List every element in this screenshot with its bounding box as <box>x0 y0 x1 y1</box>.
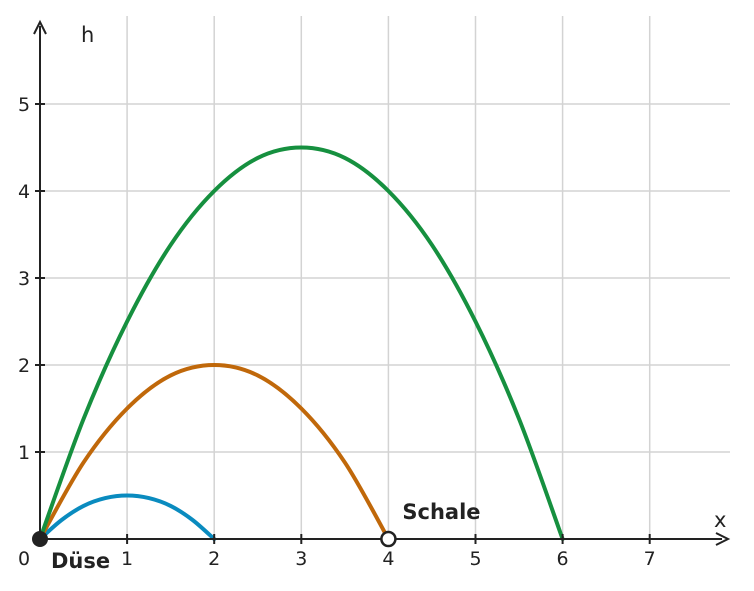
points-layer: Düse Schale <box>32 500 481 573</box>
point-marker-duese <box>32 531 48 547</box>
x-tick-label: 7 <box>644 548 656 570</box>
y-tick-label: 2 <box>18 355 30 377</box>
series-layer <box>38 145 565 541</box>
y-tick-label: 1 <box>18 442 30 464</box>
point-label-schale: Schale <box>402 500 480 524</box>
x-tick-label: 5 <box>469 548 481 570</box>
x-tick-label: 4 <box>382 548 394 570</box>
y-axis-label: h <box>81 23 94 47</box>
x-tick-label: 6 <box>557 548 569 570</box>
x-tick-label: 3 <box>295 548 307 570</box>
origin-label: 0 <box>18 548 30 570</box>
x-axis-arrow <box>715 532 731 546</box>
y-axis-arrow <box>33 19 47 35</box>
series-line-3 <box>38 145 565 541</box>
y-tick-label: 5 <box>18 94 30 116</box>
x-tick-label: 2 <box>208 548 220 570</box>
tick-layer: 1 2 3 4 5 6 7 1 2 3 4 5 <box>18 94 656 570</box>
series-line-1 <box>38 493 217 541</box>
point-marker-schale <box>380 530 397 548</box>
point-label-duese: Düse <box>51 549 110 573</box>
series-line-2 <box>38 362 391 541</box>
x-tick-label: 1 <box>121 548 133 570</box>
y-tick-label: 3 <box>18 268 30 290</box>
x-axis-label: x <box>714 508 726 532</box>
grid-lines <box>40 16 730 539</box>
y-tick-label: 4 <box>18 181 30 203</box>
